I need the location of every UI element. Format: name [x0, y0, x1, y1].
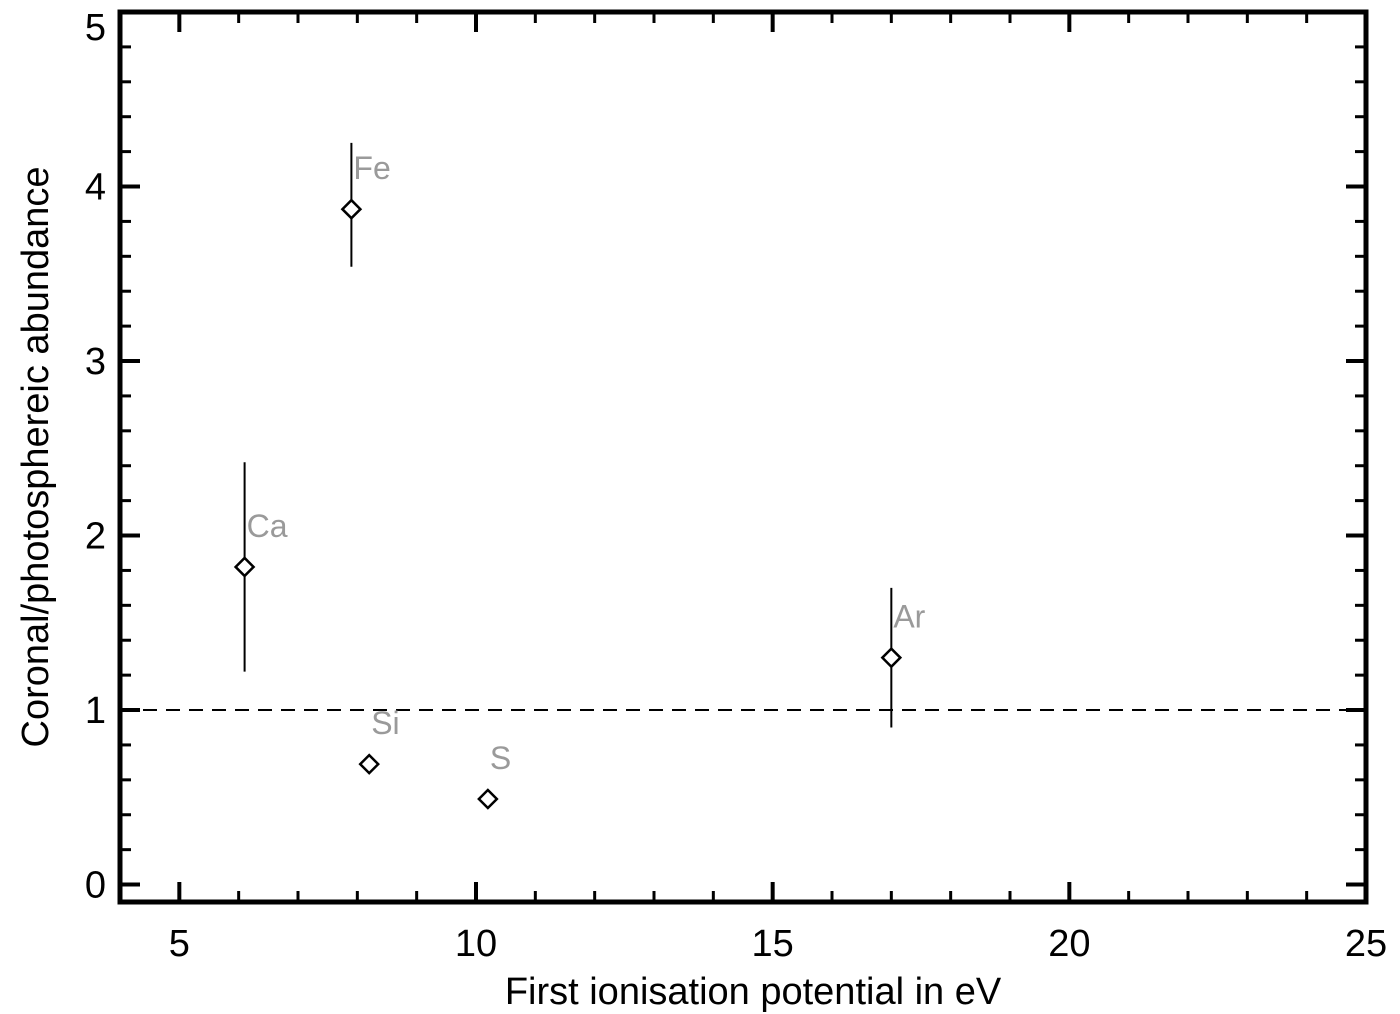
- y-tick-label: 3: [85, 341, 106, 383]
- marker-ca: [233, 556, 256, 578]
- y-tick-label: 1: [85, 690, 106, 732]
- y-tick-label: 5: [85, 7, 106, 49]
- x-axis-title: First ionisation potential in eV: [505, 971, 1002, 1013]
- point-label-fe: Fe: [353, 150, 390, 186]
- x-tick-label: 5: [169, 923, 190, 965]
- marker-fe: [340, 198, 363, 220]
- point-label-ca: Ca: [247, 508, 288, 544]
- marker-ar: [880, 646, 903, 669]
- x-tick-label: 15: [752, 923, 794, 965]
- x-tick-label: 25: [1345, 923, 1387, 965]
- point-label-ar: Ar: [893, 599, 925, 635]
- tick-labels: 5 10 15 20 25 0 1 2 3 4 5: [85, 7, 1387, 965]
- y-tick-label: 2: [85, 516, 106, 558]
- y-tick-label: 0: [85, 865, 106, 907]
- error-bars: [243, 142, 893, 728]
- marker-si: [358, 753, 380, 775]
- data-markers: [233, 198, 903, 810]
- axis-ticks: [118, 10, 1368, 902]
- y-axis-title: Coronal/photosphereic abundance: [15, 167, 57, 748]
- x-tick-label: 20: [1048, 923, 1090, 965]
- marker-s: [477, 788, 499, 810]
- x-tick-label: 10: [455, 923, 497, 965]
- point-label-si: Si: [371, 705, 399, 741]
- plot-frame: [117, 9, 1369, 905]
- point-label-s: S: [490, 740, 511, 776]
- point-labels: Ca Fe Si S Ar: [247, 150, 926, 776]
- y-tick-label: 4: [85, 167, 106, 209]
